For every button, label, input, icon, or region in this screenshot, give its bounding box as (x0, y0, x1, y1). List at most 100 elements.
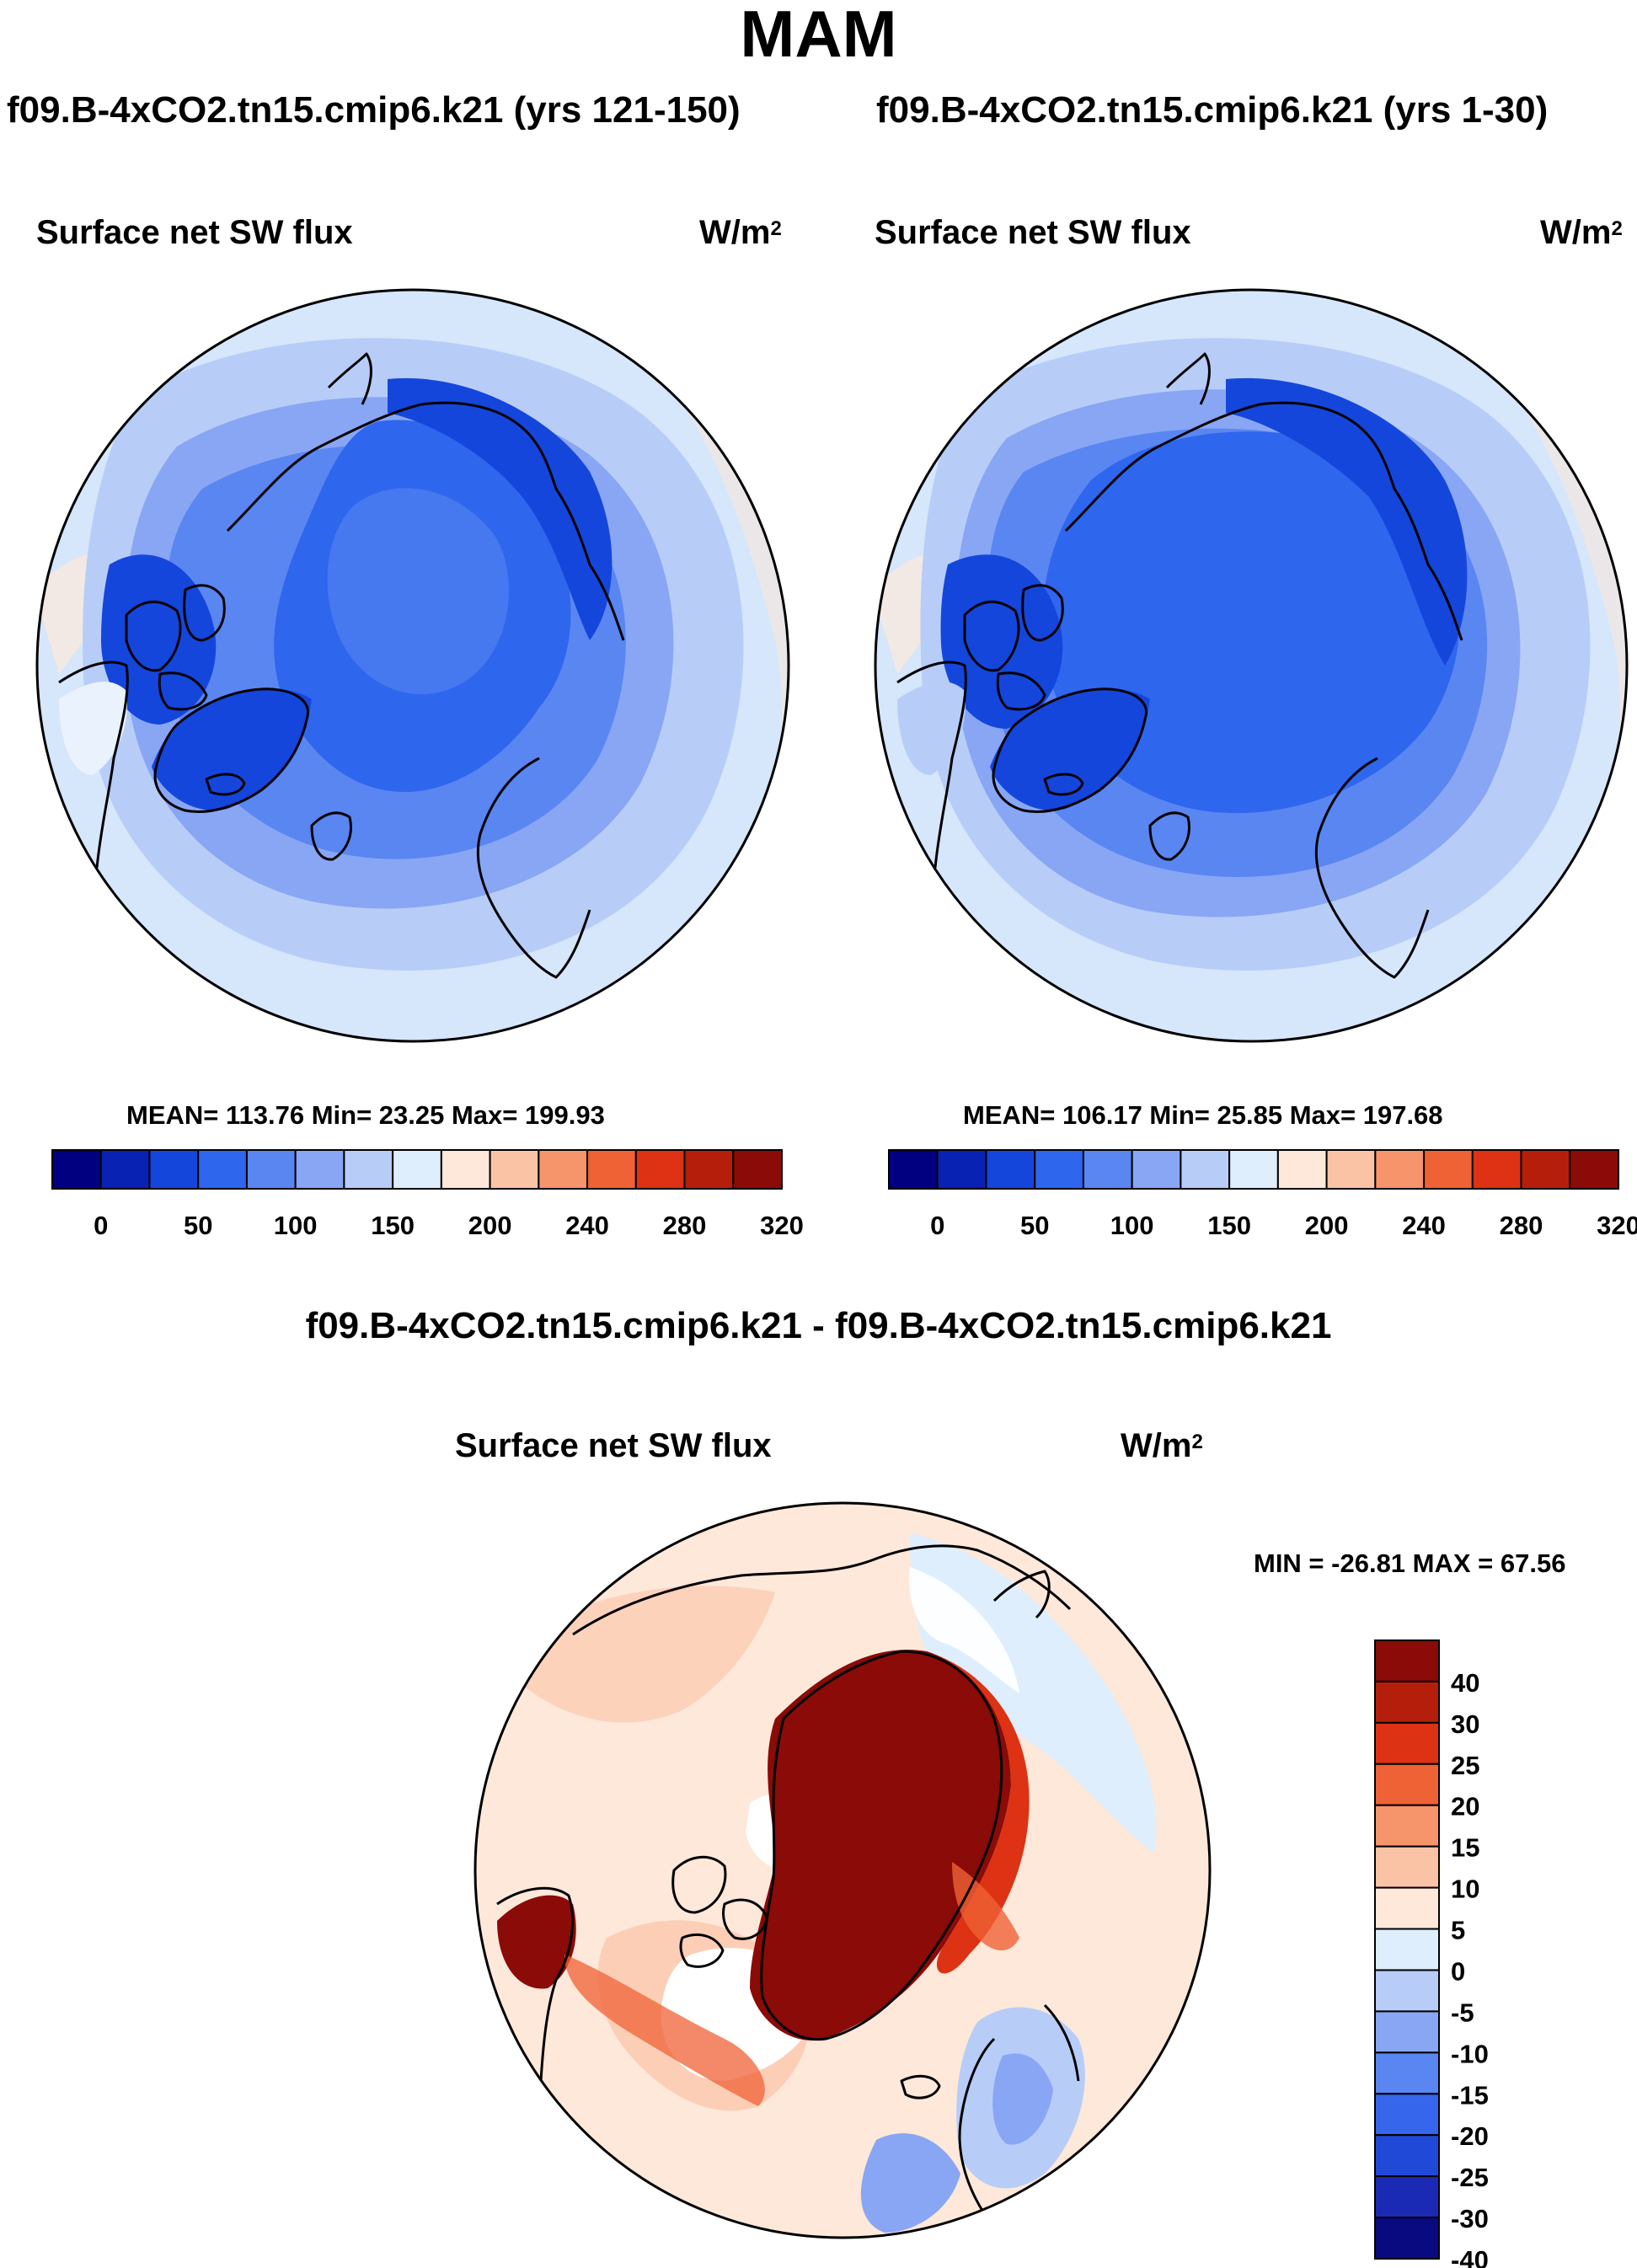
left-colorbar-swatch (683, 1149, 735, 1190)
difference-coastline-siberia (572, 1544, 1072, 1636)
left-coastline-kamchatka (327, 352, 372, 405)
left-colorbar-swatch (489, 1149, 540, 1190)
difference-stats: MIN = -26.81 MAX = 67.56 (1254, 1549, 1566, 1578)
right-alaska-band (897, 682, 966, 775)
difference-core-edge (927, 1651, 1030, 1974)
difference-negative-region (992, 2053, 1053, 2145)
right-stats: MEAN= 106.17 Min= 25.85 Max= 197.68 (963, 1100, 1443, 1130)
difference-light-region (522, 1586, 775, 1723)
right-polar-map (874, 288, 1629, 1043)
right-colorbar-swatch (1276, 1149, 1328, 1190)
right-colorbar-swatch (1034, 1149, 1084, 1190)
difference-colorbar-swatch (1374, 1763, 1440, 1806)
difference-colorbar-label: 10 (1451, 1875, 1479, 1904)
difference-iceland (900, 2074, 941, 2100)
right-colorbar-swatch (1471, 1149, 1522, 1190)
right-colorbar-label: 0 (930, 1211, 944, 1240)
difference-colorbar-swatch (1374, 1886, 1440, 1930)
difference-colorbar-label: 40 (1451, 1668, 1479, 1698)
right-coastline-europe (1314, 757, 1430, 979)
left-colorbar-label: 50 (184, 1211, 212, 1240)
difference-colorbar-swatch (1374, 1804, 1440, 1848)
left-colorbar-swatch (392, 1149, 442, 1190)
right-colorbar-swatch (985, 1149, 1036, 1190)
difference-units-label: W/m2 (1121, 1427, 1203, 1464)
left-colorbar-swatch (586, 1149, 637, 1190)
right-run-title: f09.B-4xCO2.tn15.cmip6.k21 (yrs 1-30) (876, 89, 1549, 131)
difference-white-land (909, 1567, 1019, 1693)
difference-colorbar-swatch (1374, 2175, 1440, 2219)
difference-colorbar-label: -20 (1451, 2121, 1489, 2151)
left-colorbar-swatch (294, 1149, 345, 1190)
difference-hot-streak (952, 1862, 1019, 1950)
difference-colorbar-swatch (1374, 2010, 1440, 2054)
difference-polar-map (473, 1501, 1212, 2239)
left-colorbar-swatch (538, 1149, 589, 1190)
left-colorbar-swatch (197, 1149, 248, 1190)
left-colorbar-swatch (245, 1149, 297, 1190)
left-coastline-alaska (58, 661, 129, 869)
difference-run-title: f09.B-4xCO2.tn15.cmip6.k21 - f09.B-4xCO2… (305, 1305, 1332, 1346)
right-arctic-core (1042, 431, 1460, 814)
difference-colorbar: 40 30 25 20 15 10 5 0 -5 -10 -15 -20 -25 -30 -40 (1374, 1639, 1489, 2268)
right-coastline-siberia (1064, 401, 1463, 641)
right-colorbar-label: 150 (1207, 1211, 1251, 1240)
difference-colorbar-swatch (1374, 2093, 1440, 2137)
right-colorbar-label: 200 (1305, 1211, 1349, 1240)
right-colorbar-swatch (1520, 1149, 1571, 1190)
difference-colorbar-swatch (1374, 1845, 1440, 1889)
right-coastline-greenland (992, 687, 1148, 813)
difference-colorbar-label: 5 (1451, 1916, 1465, 1945)
difference-colorbar-swatch (1374, 2134, 1440, 2178)
difference-colorbar-swatch (1374, 1969, 1440, 2013)
left-archipelago-dark (101, 554, 217, 725)
right-variable-label: Surface net SW flux (875, 214, 1191, 251)
right-iceland (1043, 773, 1084, 796)
right-colorbar-swatch (1569, 1149, 1619, 1190)
difference-colorbar-swatch (1374, 2051, 1440, 2095)
left-colorbar-swatch (51, 1149, 102, 1190)
right-colorbar-swatch (936, 1149, 987, 1190)
left-siberia-dark (388, 377, 613, 640)
right-coastline-archipelago (963, 584, 1064, 711)
right-colorbar-label: 50 (1020, 1211, 1049, 1240)
left-coastline-scandinavia (310, 811, 352, 861)
right-archipelago-dark (940, 554, 1063, 729)
right-colorbar-swatch (1131, 1149, 1182, 1190)
right-colorbar-swatch (1374, 1149, 1426, 1190)
right-coastline-kamchatka (1165, 352, 1211, 405)
right-coastline-alaska (896, 661, 967, 869)
right-coastline-scandinavia (1148, 811, 1190, 861)
left-colorbar-swatch (148, 1149, 200, 1190)
difference-colorbar-label: 15 (1451, 1833, 1479, 1863)
left-stats: MEAN= 113.76 Min= 23.25 Max= 199.93 (126, 1100, 605, 1130)
difference-max-core (750, 1650, 1011, 2041)
difference-colorbar-swatch (1374, 2217, 1440, 2260)
difference-colorbar-label: -10 (1451, 2039, 1489, 2068)
left-colorbar-label: 240 (565, 1211, 609, 1240)
left-colorbar-swatch (99, 1149, 151, 1190)
right-colorbar-swatch (1228, 1149, 1279, 1190)
left-coastline-europe (476, 757, 591, 979)
left-colorbar-label: 100 (274, 1211, 318, 1240)
left-colorbar-label: 0 (94, 1211, 108, 1240)
right-colorbar-label: 320 (1597, 1211, 1637, 1240)
difference-negative-region (860, 2133, 960, 2233)
difference-colorbar-label: -15 (1451, 2080, 1489, 2110)
left-colorbar-label: 150 (371, 1211, 415, 1240)
difference-coastline-europe (958, 2003, 1080, 2217)
difference-colorbar-swatch (1374, 1680, 1440, 1724)
left-variable-label: Surface net SW flux (36, 214, 353, 251)
left-colorbar-swatch (440, 1149, 491, 1190)
left-polar-map (35, 288, 790, 1043)
difference-colorbar-label: -40 (1451, 2245, 1489, 2268)
right-colorbar-swatch (1423, 1149, 1474, 1190)
difference-colorbar-label: -25 (1451, 2163, 1489, 2192)
difference-coastline-kamchatka (992, 1570, 1051, 1619)
difference-colorbar-swatch (1374, 1639, 1440, 1682)
left-colorbar-label: 280 (663, 1211, 707, 1240)
left-colorbar-swatch (732, 1149, 783, 1190)
left-units-label: W/m2 (699, 214, 782, 251)
difference-colorbar-label: -5 (1451, 1998, 1474, 2027)
left-colorbar-label: 320 (760, 1211, 804, 1240)
